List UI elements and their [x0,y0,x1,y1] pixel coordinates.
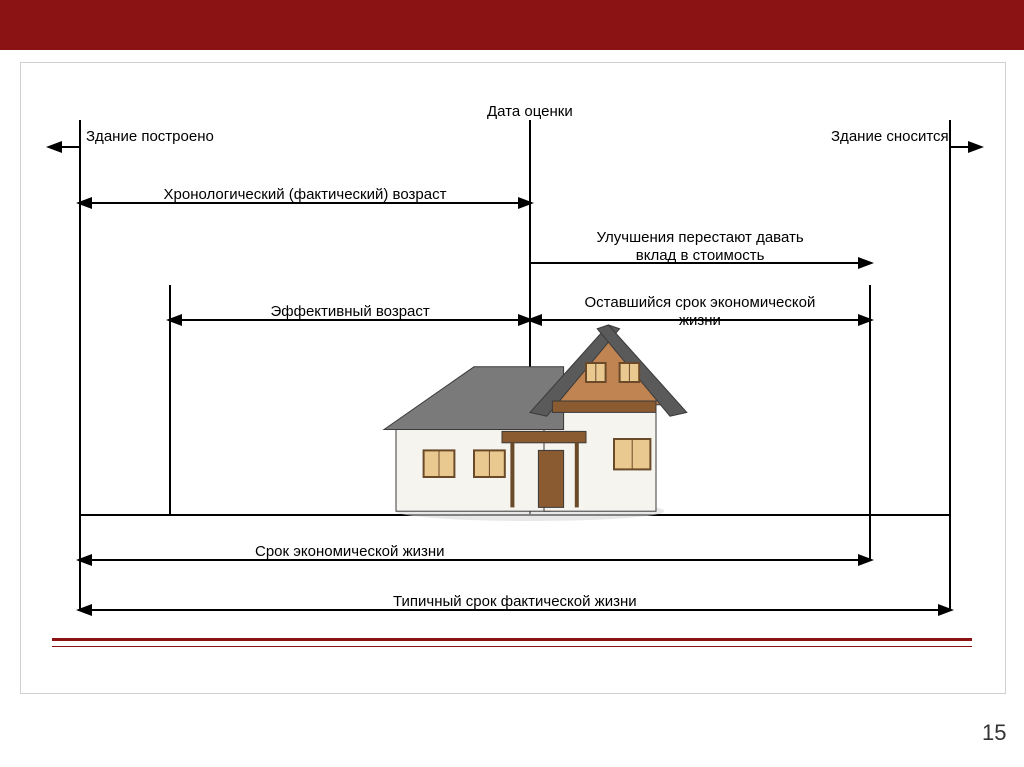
event-built-label: Здание построено [86,128,214,146]
top-bar [0,0,1024,50]
house-illustration [384,325,687,521]
bottom-rule-thick [52,638,972,641]
event-demolished-label: Здание сносится [831,128,949,146]
span-effective-label: Эффективный возраст [271,303,430,321]
span-chrono-label: Хронологический (фактический) возраст [164,186,447,204]
event-appraisal-label: Дата оценки [487,103,573,121]
span-improve_note-label: Улучшения перестают даватьвклад в стоимо… [597,229,804,265]
span-remaining-label: Оставшийся срок экономическойжизни [585,294,816,330]
page-number: 15 [982,720,1006,746]
lifespan-diagram: Здание построено Дата оценки Здание сносит… [40,90,984,630]
span-econ_life-label: Срок экономической жизни [255,543,445,561]
bottom-rule-thin [52,646,972,647]
span-actual_life-label: Типичный срок фактической жизни [393,593,637,611]
